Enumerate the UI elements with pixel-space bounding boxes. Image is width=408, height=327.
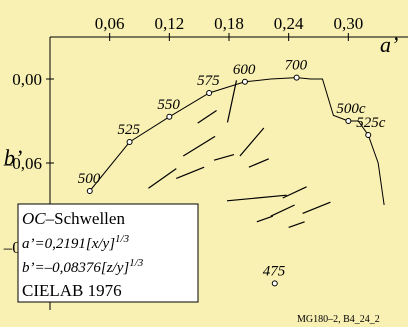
footer-code: MG180–2, B4_24_2 [297,314,380,325]
x-tick-label: 0,18 [214,14,244,33]
threshold-mark [148,168,177,189]
point-label: 575 [197,73,220,89]
locus-point [241,78,248,85]
threshold-marks [148,80,331,228]
locus-point [271,280,278,287]
threshold-mark [282,186,307,199]
locus-point [365,132,372,138]
point-label: 475 [263,263,286,279]
threshold-mark [176,166,205,179]
threshold-mark [239,127,265,157]
legend-formula-a: a’=0,2191[x/y]1/3 [22,233,130,252]
point-label: 700 [285,58,308,74]
threshold-mark [226,194,287,202]
threshold-mark [182,135,216,157]
y-tick-label: 0,00 [12,70,42,89]
locus-point [126,139,133,145]
threshold-mark [248,158,270,168]
threshold-mark [288,221,305,228]
legend-formula-b: b’=–0,08376[z/y]1/3 [22,257,144,276]
legend-footer: CIELAB 1976 [22,281,122,300]
threshold-mark [197,110,217,124]
point-label: 550 [157,97,180,113]
legend-box [17,203,199,303]
spectral-locus-line [89,77,385,206]
threshold-mark [226,80,238,123]
point-label: 525 [118,122,141,138]
point-label: 600 [233,62,256,78]
locus-point [206,90,213,96]
locus-point [293,74,300,81]
threshold-mark [256,215,273,223]
locus-point [166,113,173,120]
legend-title: OC–Schwellen [22,209,125,228]
point-label: 500 [78,171,101,187]
point-label: 525c [356,115,386,131]
x-tick-label: 0,30 [333,14,363,33]
x-tick-label: 0,24 [274,14,304,33]
spectral-curve [89,77,385,206]
point-label: 500c [336,101,366,117]
locus-point [345,118,352,124]
threshold-mark [213,154,235,161]
x-axis-label: a’ [380,32,398,57]
y-tick-label: –0,06 [3,154,42,173]
y-axis-label: b’ [4,145,22,170]
locus-point [86,188,93,194]
x-tick-label: 0,12 [154,14,184,33]
threshold-mark [270,204,295,217]
x-tick-label: 0,06 [95,14,125,33]
threshold-mark [302,201,331,214]
